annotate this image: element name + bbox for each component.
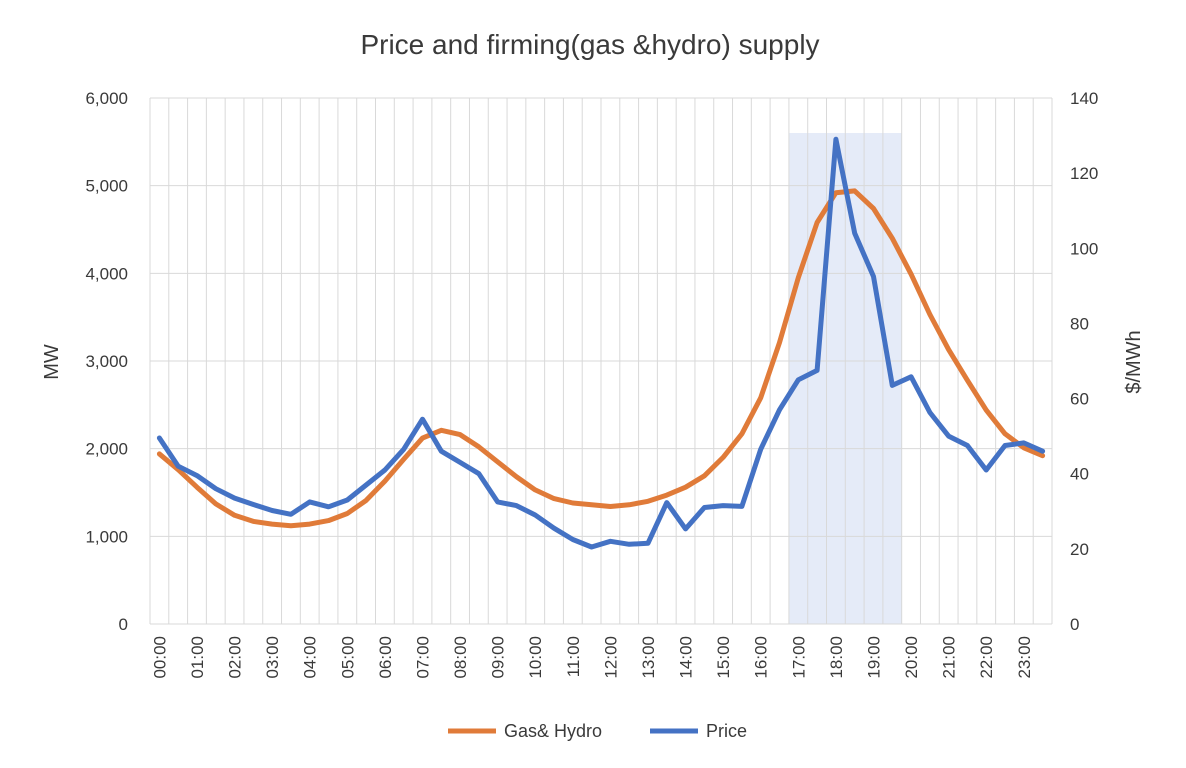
series-line-price [156,136,1046,550]
y-tick-label-left: 3,000 [85,352,128,371]
x-tick-label: 08:00 [451,636,470,679]
y-tick-label-right: 80 [1070,314,1089,333]
x-tick-label: 19:00 [864,636,883,679]
y-tick-label-right: 100 [1070,239,1098,258]
x-tick-label: 01:00 [188,636,207,679]
y-tick-label-right: 120 [1070,164,1098,183]
x-tick-label: 15:00 [714,636,733,679]
x-tick-label: 21:00 [940,636,959,679]
x-tick-label: 23:00 [1015,636,1034,679]
x-tick-label: 14:00 [677,636,696,679]
y-tick-label-left: 6,000 [85,89,128,108]
y-tick-label-left: 2,000 [85,440,128,459]
x-tick-label: 10:00 [526,636,545,679]
x-tick-label: 03:00 [263,636,282,679]
x-tick-label: 07:00 [413,636,432,679]
legend: Gas& Hydro Price [448,721,747,741]
y-tick-label-right: 0 [1070,615,1079,634]
x-tick-label: 04:00 [301,636,320,679]
legend-label-price: Price [706,721,747,741]
x-tick-label: 05:00 [338,636,357,679]
x-tick-label: 12:00 [601,636,620,679]
y-tick-label-right: 60 [1070,390,1089,409]
legend-label-gas-hydro: Gas& Hydro [504,721,602,741]
y-tick-label-right: 20 [1070,540,1089,559]
x-tick-label: 16:00 [752,636,771,679]
x-tick-label: 02:00 [226,636,245,679]
x-tick-label: 22:00 [977,636,996,679]
chart-title: Price and firming(gas &hydro) supply [360,29,819,60]
x-tick-label: 18:00 [827,636,846,679]
x-tick-label: 11:00 [564,636,583,677]
y-tick-label-right: 140 [1070,89,1098,108]
x-tick-label: 06:00 [376,636,395,679]
x-tick-label: 00:00 [150,636,169,679]
x-tick-label: 20:00 [902,636,921,679]
x-tick-label: 09:00 [489,636,508,679]
y-tick-label-left: 0 [119,615,128,634]
y-axis-title-right: $/MWh [1123,330,1145,393]
y-tick-label-left: 4,000 [85,264,128,283]
x-tick-label: 17:00 [789,636,808,679]
y-axis-title-left: MW [41,344,63,380]
series-line-gas-hydro [156,188,1046,529]
y-tick-label-left: 5,000 [85,177,128,196]
y-tick-label-left: 1,000 [85,527,128,546]
x-tick-label: 13:00 [639,636,658,679]
y-tick-label-right: 40 [1070,465,1089,484]
